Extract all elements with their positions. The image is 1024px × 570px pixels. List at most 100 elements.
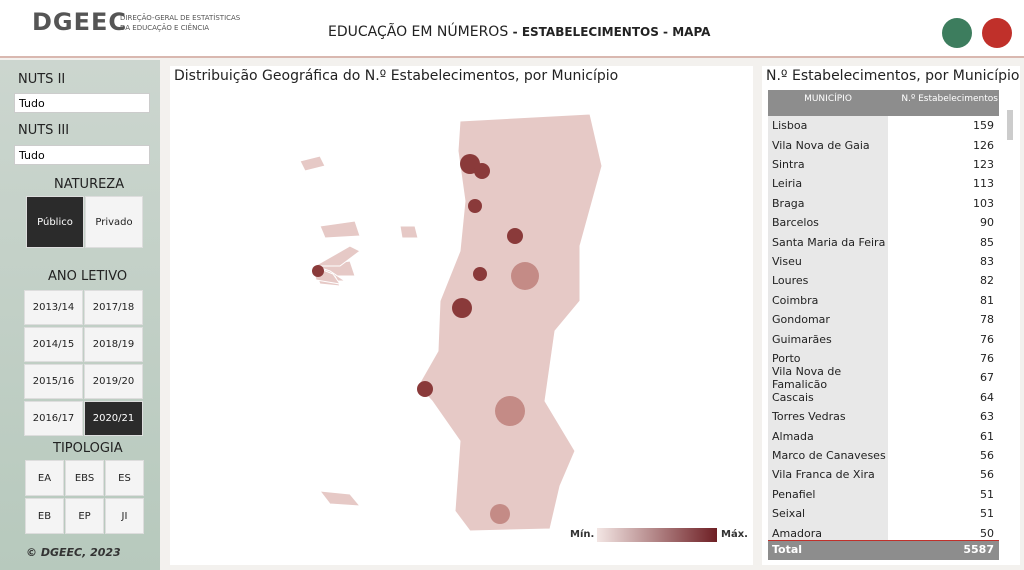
establishment-count: 90	[980, 216, 994, 230]
year-button[interactable]: 2013/14	[24, 290, 83, 325]
municipality-name: Penafiel	[772, 487, 816, 501]
establishment-count: 63	[980, 410, 994, 424]
establishment-count: 78	[980, 313, 994, 327]
region	[417, 381, 433, 397]
region	[490, 504, 510, 524]
total-label: Total	[772, 543, 803, 557]
total-bg	[768, 540, 999, 560]
establishment-count: 56	[980, 448, 994, 462]
establishment-count: 113	[973, 177, 994, 191]
column-header: N.º Estabelecimentos	[901, 94, 998, 104]
filter-label: NATUREZA	[54, 177, 125, 192]
scrollbar[interactable]	[1007, 110, 1013, 140]
region	[474, 163, 490, 179]
municipality-name: Vila Nova de Gaia	[772, 138, 870, 152]
year-button[interactable]: 2014/15	[24, 327, 83, 362]
type-button[interactable]: EB	[25, 498, 64, 534]
establishment-count: 123	[973, 157, 994, 171]
municipality-name: Vila Nova de Famalicão	[772, 364, 842, 391]
municipality-name: Amadora	[772, 526, 822, 540]
table-panel: N.º Estabelecimentos, por Município MUNI…	[762, 66, 1020, 565]
island	[313, 245, 361, 267]
legend-gradient	[597, 528, 717, 542]
municipality-name: Leiria	[772, 177, 803, 191]
sidebar: NUTS II Tudo NUTS III Tudo NATUREZA Público Pr…	[0, 60, 160, 570]
type-button[interactable]: ES	[105, 460, 144, 496]
municipality-name: Marco de Canaveses	[772, 448, 886, 462]
municipality-name: Braga	[772, 196, 805, 210]
establishment-count: 159	[973, 119, 994, 133]
footer: © DGEEC, 2023	[26, 546, 121, 559]
year-button[interactable]: 2019/20	[84, 364, 143, 399]
total-value: 5587	[963, 543, 994, 557]
mainland	[417, 113, 603, 532]
region	[452, 298, 472, 318]
filter-label: NUTS III	[18, 123, 70, 138]
establishment-count: 76	[980, 351, 994, 365]
municipality-name: Torres Vedras	[772, 410, 846, 424]
toggle-button[interactable]: Privado	[85, 196, 143, 248]
dropdown[interactable]: Tudo	[14, 93, 150, 113]
establishment-count: 51	[980, 507, 994, 521]
municipality-name: Vila Franca de Xira	[772, 468, 875, 482]
legend-max: Máx.	[721, 529, 748, 540]
municipality-name: Coimbra	[772, 293, 819, 307]
title: EDUCAÇÃO EM NÚMEROS	[328, 24, 509, 40]
filter-label: ANO LETIVO	[48, 269, 128, 284]
legend-min: Mín.	[570, 529, 595, 540]
org-name: DIREÇÃO-GERAL DE ESTATÍSTICAS	[120, 14, 241, 22]
page-title: EDUCAÇÃO EM NÚMEROS - ESTABELECIMENTOS -…	[328, 24, 710, 40]
region	[468, 199, 482, 213]
header: DGEEC DIREÇÃO-GERAL DE ESTATÍSTICAS DA E…	[0, 0, 1024, 58]
filter-label: TIPOLOGIA	[53, 441, 123, 456]
table-title: N.º Estabelecimentos, por Município	[766, 68, 1020, 84]
establishment-count: 81	[980, 293, 994, 307]
region	[511, 262, 539, 290]
dropdown[interactable]: Tudo	[14, 145, 150, 165]
filter-label: NUTS II	[18, 72, 66, 87]
region	[473, 267, 487, 281]
toggle-button[interactable]: Público	[26, 196, 84, 248]
year-button[interactable]: 2018/19	[84, 327, 143, 362]
region	[495, 396, 525, 426]
logo: DGEEC	[32, 8, 128, 36]
year-button[interactable]: 2016/17	[24, 401, 83, 436]
municipality-name: Sintra	[772, 157, 805, 171]
establishment-count: 51	[980, 487, 994, 501]
municipality-name: Viseu	[772, 254, 802, 268]
type-button[interactable]: EA	[25, 460, 64, 496]
municipality-name: Barcelos	[772, 216, 819, 230]
school-icon[interactable]	[942, 18, 972, 48]
org-name: DA EDUCAÇÃO E CIÊNCIA	[120, 24, 210, 32]
home-icon[interactable]	[982, 18, 1012, 48]
map-panel: Distribuição Geográfica do N.º Estabelec…	[170, 66, 753, 565]
municipality-name: Lisboa	[772, 119, 808, 133]
municipality-name: Cascais	[772, 390, 814, 404]
municipality-name: Santa Maria da Feira	[772, 235, 886, 249]
year-button[interactable]: 2015/16	[24, 364, 83, 399]
column-header: MUNICÍPIO	[804, 94, 852, 104]
establishment-count: 64	[980, 390, 994, 404]
type-button[interactable]: EBS	[65, 460, 104, 496]
establishment-count: 56	[980, 468, 994, 482]
year-button[interactable]: 2017/18	[84, 290, 143, 325]
municipality-name: Seixal	[772, 507, 806, 521]
year-button[interactable]: 2020/21	[84, 401, 143, 436]
island	[318, 490, 362, 507]
establishment-count: 67	[980, 371, 994, 385]
establishment-count: 85	[980, 235, 994, 249]
municipality-name: Gondomar	[772, 313, 830, 327]
column-bg	[768, 116, 888, 540]
establishment-count: 50	[980, 526, 994, 540]
table-header-bg	[768, 90, 999, 116]
establishment-count: 103	[973, 196, 994, 210]
region	[507, 228, 523, 244]
municipality-name: Loures	[772, 274, 809, 288]
map	[299, 113, 717, 542]
type-button[interactable]: JI	[105, 498, 144, 534]
establishment-count: 61	[980, 429, 994, 443]
establishment-count: 76	[980, 332, 994, 346]
establishment-count: 126	[973, 138, 994, 152]
type-button[interactable]: EP	[65, 498, 104, 534]
